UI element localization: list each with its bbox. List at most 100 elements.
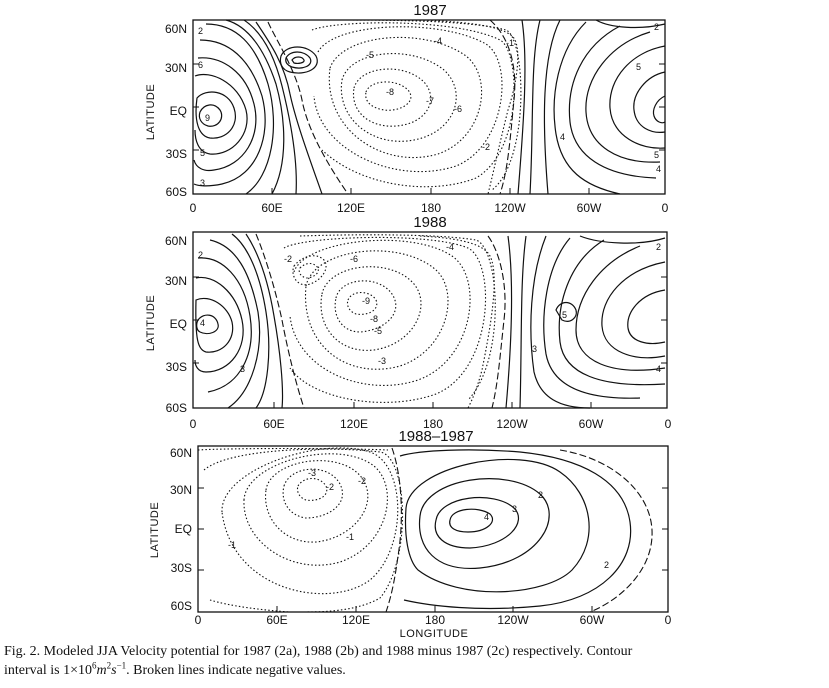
contour-line	[334, 280, 397, 333]
contour-line	[225, 19, 285, 195]
contour-line	[283, 236, 487, 403]
caption-unit: m	[96, 663, 107, 678]
contour-line	[255, 21, 323, 195]
contour-line	[517, 19, 526, 195]
contour-label: -6	[350, 254, 358, 264]
figure-caption: Fig. 2. Modeled JJA Velocity potential f…	[4, 642, 826, 680]
contour-line	[209, 599, 291, 613]
contour-line	[291, 56, 305, 64]
contour-line	[633, 71, 666, 133]
contour-line	[575, 245, 666, 371]
x-tick-labels: 0 60E 120E 180 120W 60W 0	[190, 417, 672, 431]
contour-line	[255, 233, 305, 409]
contour-line	[449, 508, 494, 533]
contour-label: 3	[200, 178, 205, 188]
contour-line	[194, 276, 244, 373]
y-tick-label: 60N	[165, 22, 187, 36]
contour-label: -4	[446, 242, 454, 252]
x-tick-label: 180	[421, 201, 441, 215]
contour-line	[231, 233, 270, 409]
contour-line	[585, 31, 661, 163]
contour-line	[299, 234, 496, 401]
contour-lines	[197, 447, 653, 613]
contour-line	[313, 26, 503, 173]
y-axis-label: LATITUDE	[145, 84, 157, 140]
y-tick-label: 60S	[166, 401, 187, 415]
contour-line	[198, 104, 223, 127]
x-tick-label: 0	[195, 613, 202, 627]
contour-label: -5	[366, 50, 374, 60]
x-tick-label: 180	[423, 417, 443, 431]
contour-line	[195, 91, 236, 139]
caption-exponent: 2	[106, 660, 112, 671]
contour-label: 2	[656, 242, 661, 252]
y-tick-label: 60S	[166, 185, 187, 199]
axis-ticks	[193, 63, 665, 194]
contour-line	[196, 314, 219, 335]
y-tick-labels: 60N 30N EQ 30S 60S	[165, 22, 187, 199]
contour-line	[243, 453, 388, 566]
contour-label: -3	[378, 356, 386, 366]
contour-line	[419, 19, 519, 195]
plot-frame	[192, 231, 668, 409]
contour-label: -5	[374, 326, 382, 336]
x-tick-label: 0	[665, 417, 672, 431]
contour-line	[595, 19, 666, 29]
contour-line	[267, 21, 349, 195]
contour-line	[197, 447, 389, 451]
contour-label: 2	[654, 22, 659, 32]
contour-label: 2	[198, 26, 203, 36]
contour-line	[285, 51, 312, 69]
caption-unit: s	[111, 663, 117, 678]
y-tick-label: EQ	[175, 522, 192, 536]
contour-line	[209, 239, 261, 409]
contour-label: 5	[200, 148, 205, 158]
contour-label: -8	[386, 87, 394, 97]
contour-line	[205, 23, 275, 195]
contour-line	[311, 22, 515, 188]
contour-line	[292, 255, 327, 286]
contour-line	[221, 447, 399, 595]
contour-label: 9	[205, 113, 210, 123]
x-tick-label: 120W	[496, 417, 528, 431]
contour-label: 4	[656, 164, 661, 174]
y-tick-label: 30S	[166, 147, 187, 161]
contour-line	[279, 46, 318, 74]
contour-label: -4	[434, 36, 442, 46]
contour-line	[203, 448, 404, 613]
contour-line	[519, 235, 527, 409]
contour-label: -3	[308, 468, 316, 478]
x-axis-label: LONGITUDE	[400, 628, 469, 640]
contour-labels: 2 6 9 5 3 -4 -5 -8 -7 -6 -2 -1 2 5 4 5 4	[198, 22, 661, 188]
contour-label: -2	[284, 254, 292, 264]
caption-text: . Broken lines indicate negative values.	[126, 663, 346, 678]
contour-line	[543, 237, 641, 399]
x-tick-label: 60W	[577, 201, 602, 215]
contour-labels: 2 4 3 -6 -9 -8 -5 -3 -2 -4 5 3 2 4	[198, 242, 661, 374]
axis-ticks	[198, 487, 668, 612]
x-tick-labels: 0 60E 120E 180 120W 60W 0	[195, 613, 672, 627]
contour-label: 3	[532, 344, 537, 354]
contour-label: 5	[636, 62, 641, 72]
y-tick-label: 30N	[170, 483, 192, 497]
x-tick-label: 120W	[497, 613, 529, 627]
panel-difference: 1988–1987 LATITUDE 60N 30N EQ 30S 60S 0 …	[149, 428, 672, 640]
caption-exponent: −1	[116, 660, 127, 671]
y-tick-labels: 60N 30N EQ 30S 60S	[165, 234, 187, 415]
contour-label: -6	[454, 104, 462, 114]
contour-label: -7	[426, 96, 434, 106]
contour-line	[194, 74, 248, 155]
contour-line	[530, 235, 591, 409]
contour-line	[197, 257, 252, 393]
contour-label: 2	[198, 250, 203, 260]
contour-label: 6	[198, 60, 203, 70]
contour-label: -1	[228, 540, 236, 550]
panel-1987: 1987 LATITUDE 60N 30N EQ 30S 60S 0 60E 1…	[145, 2, 669, 215]
panel-1988: 1988 LATITUDE 60N 30N EQ 30S 60S 0 60E 1…	[145, 214, 672, 431]
contour-label: 2	[538, 490, 543, 500]
x-tick-label: 0	[665, 613, 672, 627]
contour-label: 4	[560, 132, 565, 142]
contour-label: 3	[512, 504, 517, 514]
x-tick-label: 120E	[337, 201, 365, 215]
